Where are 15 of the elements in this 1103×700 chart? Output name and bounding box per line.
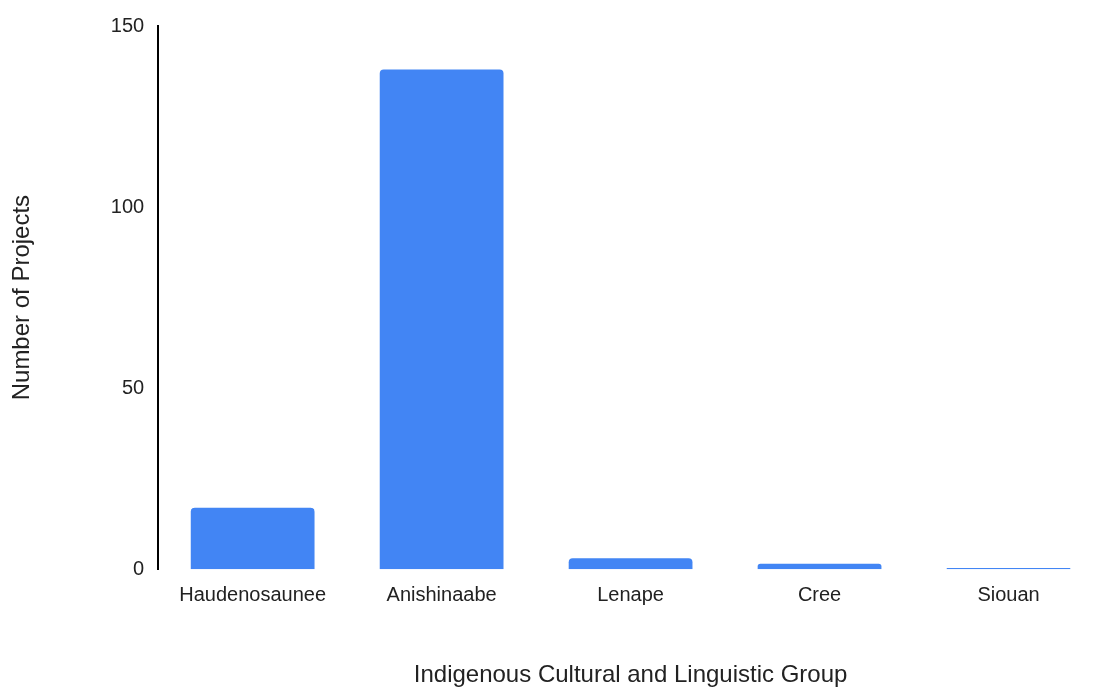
y-tick-label: 0 <box>133 556 145 579</box>
bar <box>568 558 693 570</box>
x-tick-label: Lenape <box>597 582 664 605</box>
y-tick-label: 50 <box>121 375 145 398</box>
x-tick-label: Siouan <box>977 582 1040 605</box>
y-axis-title: Number of Projects <box>7 194 35 401</box>
x-tick-label: Haudenosaunee <box>179 582 327 605</box>
y-tick-label: 150 <box>110 13 145 36</box>
x-tick-label: Anishinaabe <box>386 582 497 605</box>
bar <box>379 69 504 570</box>
bar <box>190 507 315 570</box>
bar <box>757 563 882 570</box>
x-axis-title: Indigenous Cultural and Linguistic Group <box>413 660 848 688</box>
y-tick-label: 100 <box>110 194 145 217</box>
x-tick-label: Cree <box>797 582 842 605</box>
